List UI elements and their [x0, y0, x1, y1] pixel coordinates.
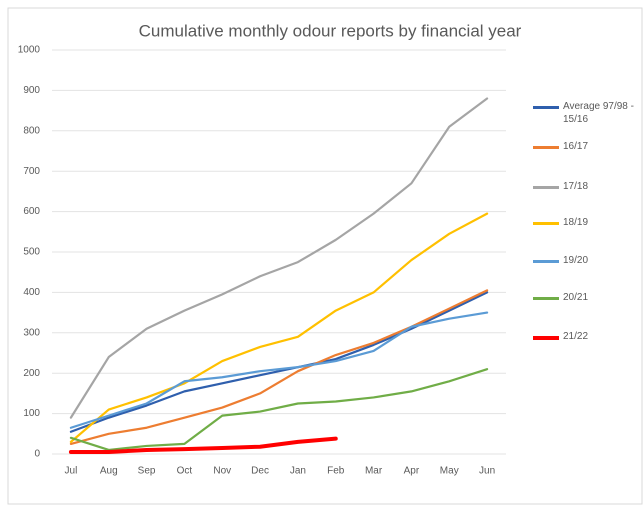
y-tick-label: 800 [23, 125, 40, 136]
legend-swatch [533, 260, 559, 263]
chart-title: Cumulative monthly odour reports by fina… [139, 21, 522, 40]
x-tick-label: Dec [251, 466, 269, 477]
legend-label: 17/18 [563, 181, 589, 192]
x-tick-label: Jun [479, 466, 495, 477]
x-tick-label: Feb [327, 466, 345, 477]
x-tick-label: Jan [290, 466, 306, 477]
legend-label: Average 97/98 - 15/16 [563, 101, 634, 125]
series-line [69, 368, 489, 452]
legend-item: Average 97/98 - 15/16 [533, 100, 641, 126]
legend-item: 17/18 [533, 180, 641, 193]
legend-label: 16/17 [563, 141, 589, 152]
x-tick-label: Mar [365, 466, 383, 477]
x-tick-label: Apr [404, 466, 420, 477]
legend-swatch [533, 336, 559, 340]
series-line [69, 212, 489, 443]
y-tick-label: 500 [23, 247, 40, 258]
series-line [69, 291, 489, 433]
legend-swatch [533, 222, 559, 225]
legend-swatch [533, 146, 559, 149]
y-tick-label: 900 [23, 85, 40, 96]
legend-item: 21/22 [533, 330, 641, 343]
y-tick-label: 700 [23, 166, 40, 177]
series-line [69, 311, 489, 429]
chart-border [7, 7, 643, 505]
series-line [69, 97, 489, 419]
y-tick-label: 200 [23, 368, 40, 379]
y-tick-label: 400 [23, 287, 40, 298]
legend-item: 20/21 [533, 291, 641, 304]
legend-swatch [533, 297, 559, 300]
legend-label: 18/19 [563, 217, 589, 228]
legend-label: 19/20 [563, 255, 589, 266]
legend-swatch [533, 106, 559, 109]
y-tick-label: 0 [34, 449, 40, 460]
y-tick-label: 1000 [18, 45, 41, 56]
legend-label: 20/21 [563, 292, 589, 303]
legend-label: 21/22 [563, 331, 589, 342]
y-tick-label: 600 [23, 206, 40, 217]
series-line [69, 289, 489, 445]
legend-swatch [533, 186, 559, 189]
x-tick-label: Nov [213, 466, 231, 477]
x-tick-label: May [440, 466, 459, 477]
y-tick-label: 300 [23, 327, 40, 338]
legend-item: 19/20 [533, 254, 641, 267]
x-tick-label: Sep [138, 466, 156, 477]
legend-item: 18/19 [533, 216, 641, 229]
legend-item: 16/17 [533, 140, 641, 153]
x-tick-label: Oct [177, 466, 193, 477]
x-tick-label: Aug [100, 466, 118, 477]
y-tick-label: 100 [23, 408, 40, 419]
series-line [68, 436, 338, 454]
x-tick-label: Jul [65, 466, 78, 477]
